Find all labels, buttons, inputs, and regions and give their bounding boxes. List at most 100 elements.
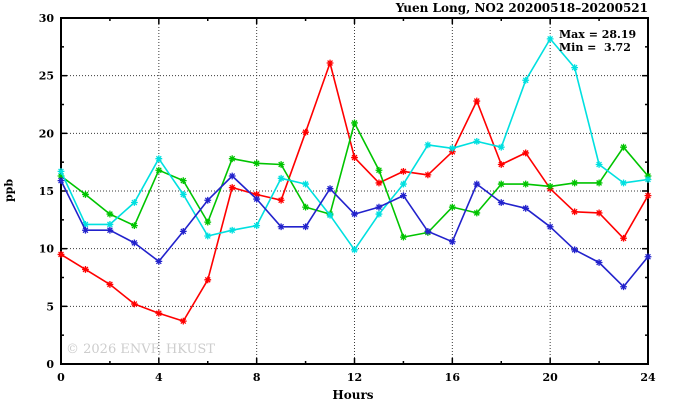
x-tick-label: 8 <box>253 371 261 384</box>
red-line-marker <box>57 251 65 258</box>
red-line-marker <box>375 179 383 187</box>
cyan-line-marker <box>204 232 212 240</box>
x-tick-label: 24 <box>640 371 656 384</box>
blue-line-marker <box>620 283 627 291</box>
red-line-marker <box>106 281 114 288</box>
cyan-line-marker <box>326 211 334 219</box>
x-axis-label: Hours <box>332 388 374 402</box>
red-line-marker <box>448 148 456 156</box>
green-line-marker <box>448 203 456 211</box>
blue-line-marker <box>351 210 358 218</box>
green-line-marker <box>546 182 554 190</box>
green-line-marker <box>253 159 261 167</box>
x-tick-label: 20 <box>543 371 559 384</box>
red-line-marker <box>204 276 212 284</box>
blue-line-marker <box>571 246 579 254</box>
green-line-marker <box>620 143 627 151</box>
red-line-marker <box>228 184 236 191</box>
red-line-marker <box>130 300 138 308</box>
red-line-marker <box>522 149 530 157</box>
green-line-marker <box>204 218 212 226</box>
green-line-marker <box>375 166 383 174</box>
y-tick-label: 25 <box>39 70 54 83</box>
red-line-marker <box>620 234 627 242</box>
cyan-line-marker <box>644 176 652 183</box>
blue-line-marker <box>253 195 261 203</box>
red-line-marker <box>473 97 481 105</box>
green-line-marker <box>351 119 358 127</box>
red-line-marker <box>595 209 603 217</box>
red-line-marker <box>179 317 187 325</box>
blue-line-marker <box>82 226 89 234</box>
green-line-marker <box>106 210 114 218</box>
blue-line-marker <box>424 227 432 235</box>
blue-line-marker <box>522 204 530 212</box>
blue-line-marker <box>644 253 652 261</box>
cyan-line-marker <box>473 138 481 145</box>
green-line-marker <box>497 180 505 188</box>
y-axis-label: ppb <box>2 178 16 203</box>
blue-line-marker <box>204 196 212 204</box>
blue-line-marker <box>473 180 481 188</box>
green-line-marker <box>228 155 236 163</box>
x-tick-label: 4 <box>155 371 163 384</box>
red-line-marker <box>351 154 358 161</box>
red-line-marker <box>253 191 261 198</box>
y-tick-label: 20 <box>39 127 55 140</box>
x-tick-label: 0 <box>57 371 65 384</box>
cyan-line-marker <box>400 180 407 188</box>
blue-line-marker <box>400 192 407 200</box>
cyan-line-marker <box>375 210 383 218</box>
blue-line-marker <box>228 172 236 180</box>
blue-line-marker <box>302 223 309 231</box>
cyan-line-marker <box>179 191 187 198</box>
x-tick-label: 16 <box>445 371 461 384</box>
chart-title: Yuen Long, NO2 20200518–20200521 <box>395 1 648 15</box>
red-line-marker <box>400 167 407 175</box>
green-line-marker <box>277 161 285 168</box>
red-line-marker <box>155 309 163 317</box>
green-line-marker <box>155 166 163 174</box>
green-line-marker <box>82 191 89 198</box>
cyan-line-marker <box>155 155 163 163</box>
blue-line-marker <box>155 257 163 265</box>
green-line-marker <box>130 222 138 229</box>
cyan-line-marker <box>57 167 65 175</box>
green-line-marker <box>179 177 187 185</box>
y-tick-label: 15 <box>39 185 54 198</box>
y-tick-label: 5 <box>46 300 54 313</box>
green-line-marker <box>400 233 407 241</box>
max-annotation: Max = 28.19 <box>559 28 637 41</box>
blue-line-marker <box>57 177 65 185</box>
red-line-marker <box>497 161 505 168</box>
cyan-line-marker <box>302 180 309 188</box>
green-line-marker <box>644 172 652 180</box>
red-line-marker <box>571 208 579 216</box>
blue-line-marker <box>277 223 285 231</box>
cyan-line-marker <box>130 199 138 206</box>
cyan-line-marker <box>448 144 456 152</box>
cyan-line-marker <box>351 246 358 254</box>
blue-line-marker <box>595 259 603 266</box>
cyan-line-marker <box>522 76 530 84</box>
blue-line-marker <box>179 227 187 235</box>
cyan-line-marker <box>82 221 89 228</box>
y-tick-label: 30 <box>39 12 55 25</box>
blue-line-marker <box>326 185 334 193</box>
red-line-marker <box>277 196 285 204</box>
cyan-line-marker <box>424 141 432 149</box>
red-line-marker <box>644 192 652 200</box>
cyan-line-marker <box>595 161 603 168</box>
red-line-marker <box>82 266 89 273</box>
x-tick-label: 12 <box>347 371 362 384</box>
min-annotation: Min = 3.72 <box>559 41 631 54</box>
green-line-marker <box>302 203 309 211</box>
cyan-line-marker <box>228 226 236 234</box>
cyan-line-marker <box>277 174 285 182</box>
blue-line-marker <box>497 199 505 206</box>
cyan-line-marker <box>497 143 505 151</box>
green-line-marker <box>522 180 530 188</box>
green-line-marker <box>595 179 603 187</box>
cyan-line-marker <box>546 35 554 43</box>
